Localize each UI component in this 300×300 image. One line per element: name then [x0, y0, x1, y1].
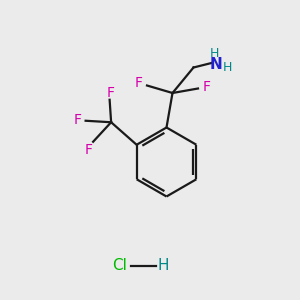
Text: N: N [210, 57, 222, 72]
Text: H: H [223, 61, 232, 74]
Text: F: F [73, 113, 81, 127]
Text: F: F [106, 86, 114, 100]
Text: H: H [210, 46, 219, 60]
Text: F: F [202, 80, 210, 94]
Text: F: F [135, 76, 142, 90]
Text: Cl: Cl [112, 258, 128, 273]
Text: F: F [85, 142, 93, 157]
Text: H: H [158, 258, 169, 273]
